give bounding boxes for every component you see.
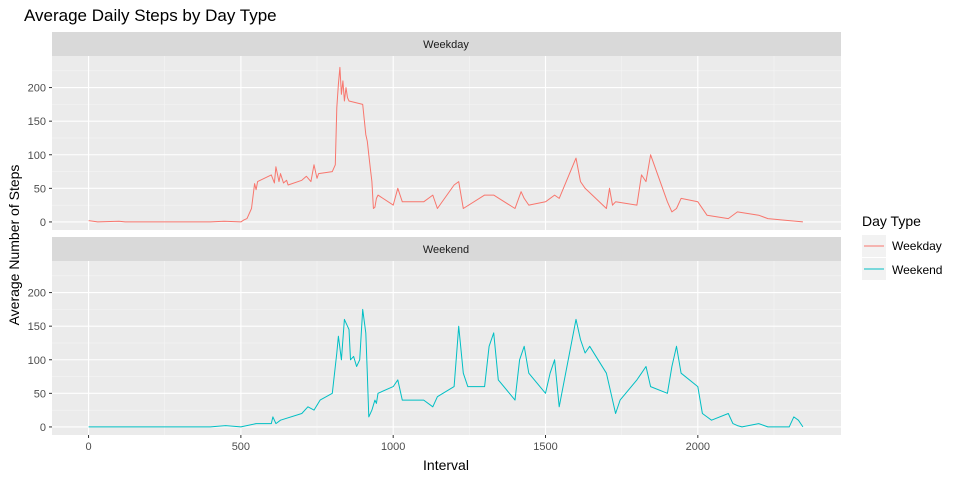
y-tick-labels-weekday: 0 50 100 150 200 — [28, 83, 52, 229]
strip-label-weekend: Weekend — [423, 244, 469, 256]
series-weekend — [88, 308, 804, 428]
y-axis-title: Average Number of Steps — [6, 165, 22, 326]
y-tick-label: 200 — [28, 288, 46, 300]
legend-label-weekday: Weekday — [892, 239, 942, 253]
panel-weekday — [52, 56, 841, 230]
y-tick-label: 50 — [34, 183, 46, 195]
x-tick-label: 0 — [85, 441, 91, 453]
x-tick-label: 2000 — [686, 441, 710, 453]
strip-label-weekday: Weekday — [423, 39, 469, 51]
y-tick-label: 200 — [28, 83, 46, 95]
y-tick-label: 0 — [40, 217, 46, 229]
y-tick-labels-weekend: 0 50 100 150 200 — [28, 288, 52, 434]
y-tick-label: 0 — [40, 422, 46, 434]
facet-weekend: Weekend 0 50 100 150 200 — [28, 237, 841, 435]
y-tick-label: 50 — [34, 388, 46, 400]
legend: Day Type Weekday Weekend — [862, 213, 942, 280]
x-tick-label: 500 — [232, 441, 250, 453]
y-tick-label: 100 — [28, 355, 46, 367]
y-tick-label: 150 — [28, 321, 46, 333]
x-tick-labels: 0 500 1000 1500 2000 — [85, 435, 710, 453]
y-tick-label: 150 — [28, 116, 46, 128]
series-line-weekend — [88, 308, 804, 428]
strip-weekday — [52, 32, 841, 56]
legend-title: Day Type — [862, 213, 921, 229]
y-tick-label: 100 — [28, 150, 46, 162]
series-weekday — [88, 66, 803, 223]
x-tick-label: 1500 — [533, 441, 557, 453]
series-line-weekday — [88, 66, 803, 223]
legend-label-weekend: Weekend — [892, 263, 942, 277]
chart-title: Average Daily Steps by Day Type — [24, 6, 277, 25]
facet-weekday: Weekday 0 50 100 150 200 — [28, 32, 841, 230]
x-axis-title: Interval — [423, 457, 469, 473]
grid-weekend — [52, 261, 841, 435]
panel-weekend — [52, 261, 841, 435]
strip-weekend — [52, 237, 841, 261]
x-tick-label: 1000 — [381, 441, 405, 453]
